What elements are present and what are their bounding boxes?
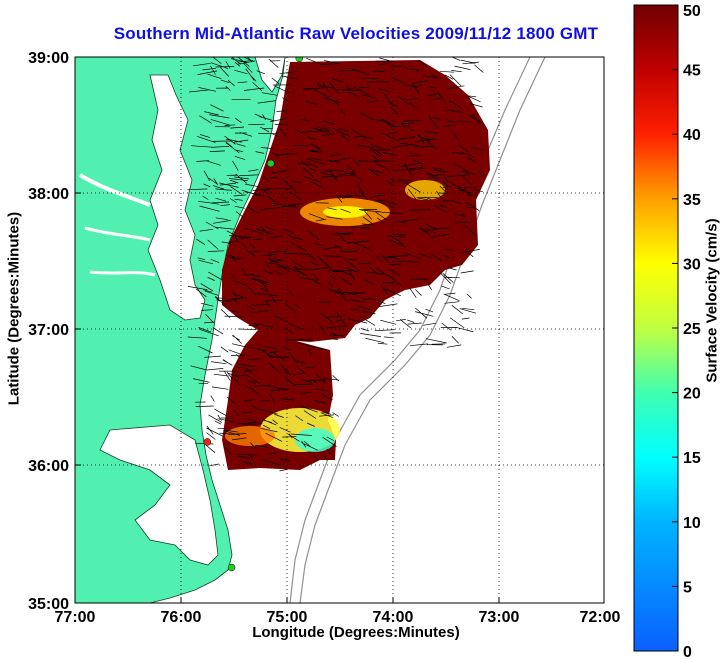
y-tick-label: 36:00 <box>28 458 69 475</box>
colorbar-tick-label: 0 <box>683 644 692 659</box>
land-mass <box>75 57 286 603</box>
colorbar-label: Surface Velocity (cm/s) <box>703 218 721 383</box>
colorbar-tick-label: 5 <box>683 579 692 596</box>
colorbar-tick-label: 45 <box>683 63 701 80</box>
velocity-jet-high <box>405 180 445 200</box>
delaware-bay <box>254 57 286 93</box>
y-tick-label: 39:00 <box>28 50 69 67</box>
colorbar-ticks: 0 5 10 15 20 25 30 35 40 45 50 <box>672 3 701 659</box>
x-tick-label: 73:00 <box>479 609 520 626</box>
potomac-river <box>78 173 151 207</box>
colorbar-tick-label: 20 <box>683 386 701 403</box>
colorbar-tick-label: 35 <box>683 192 701 209</box>
x-tick-label: 77:00 <box>55 609 96 626</box>
x-tick-label: 74:00 <box>373 609 414 626</box>
radar-sites <box>203 57 304 572</box>
colorbar-tick-label: 15 <box>683 450 701 467</box>
velocity-jet-high <box>225 426 275 446</box>
york-river <box>89 270 156 277</box>
velocity-jet-core <box>323 206 367 218</box>
map-title: Southern Mid-Atlantic Raw Velocities 200… <box>113 24 599 43</box>
y-tick-label: 37:00 <box>28 322 69 339</box>
radar-site-marker <box>203 438 211 446</box>
colorbar-tick-label: 25 <box>683 321 701 338</box>
y-tick-label: 35:00 <box>28 596 69 613</box>
colorbar-tick-label: 10 <box>683 515 701 532</box>
x-tick-label: 76:00 <box>161 609 202 626</box>
x-axis-label: Longitude (Degrees:Minutes) <box>252 624 460 641</box>
depth-contour <box>299 57 546 603</box>
x-tick-label: 75:00 <box>267 609 308 626</box>
y-tick-label: 38:00 <box>28 186 69 203</box>
velocity-jet-low <box>295 428 335 452</box>
radar-site-marker <box>295 57 304 63</box>
radar-site-marker <box>227 563 236 572</box>
rappahannock-river <box>84 226 151 242</box>
axis-ticks <box>75 192 500 603</box>
colorbar-tick-label: 50 <box>683 3 701 20</box>
chesapeake-bay <box>147 74 206 321</box>
colorbar <box>633 4 679 652</box>
velocity-arrow <box>187 57 485 472</box>
colorbar-tick-label: 40 <box>683 127 701 144</box>
velocity-vectors <box>187 57 485 472</box>
radar-site-marker <box>266 159 275 168</box>
x-tick-label: 72:00 <box>580 609 621 626</box>
y-axis-label: Latitude (Degrees:Minutes) <box>5 211 23 406</box>
pamlico-sound <box>99 424 219 566</box>
colorbar-tick-label: 30 <box>683 256 701 273</box>
plot-frame <box>74 56 605 604</box>
grid-lines <box>75 57 604 603</box>
